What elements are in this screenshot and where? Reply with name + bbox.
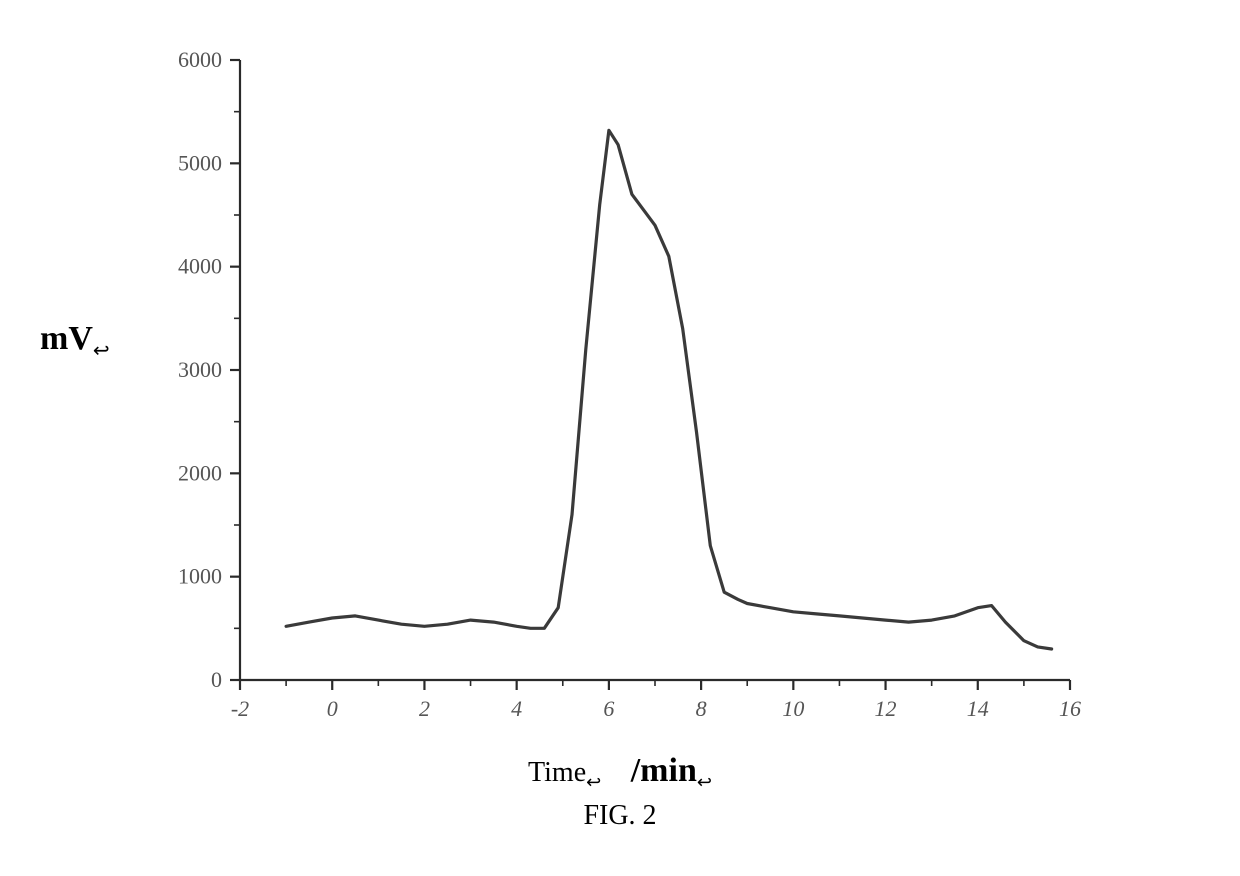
chart-container: 0 1000 2000 3000 4000 5000 6000 -2 0 2 4 6 8 10 12 14 16 <box>140 40 1100 760</box>
x-axis-label-time-suffix: ↩ <box>586 772 601 792</box>
svg-text:5000: 5000 <box>178 150 222 175</box>
x-axis-label: Time↩ /min↩ <box>0 752 1240 793</box>
svg-text:0: 0 <box>327 696 338 721</box>
figure-caption: FIG. 2 <box>0 800 1240 832</box>
x-axis-label-time: Time <box>528 757 586 788</box>
svg-text:14: 14 <box>967 696 989 721</box>
svg-text:2: 2 <box>419 696 430 721</box>
svg-text:6: 6 <box>603 696 614 721</box>
y-axis-label: mV↩ <box>40 320 110 363</box>
x-axis-label-unit: /min <box>631 752 697 789</box>
svg-text:1000: 1000 <box>178 564 222 589</box>
svg-text:12: 12 <box>875 696 897 721</box>
svg-text:10: 10 <box>782 696 804 721</box>
svg-text:8: 8 <box>696 696 707 721</box>
y-axis-label-text: mV <box>40 320 93 357</box>
svg-text:4000: 4000 <box>178 254 222 279</box>
x-axis-label-unit-suffix: ↩ <box>697 772 712 792</box>
svg-text:0: 0 <box>211 667 222 692</box>
page: mV↩ 0100020003000400050006000-2024681012… <box>0 0 1240 876</box>
chromatogram-chart: 0 1000 2000 3000 4000 5000 6000 -2 0 2 4 6 8 10 12 14 16 <box>140 40 1100 760</box>
svg-text:4: 4 <box>511 696 522 721</box>
svg-text:6000: 6000 <box>178 47 222 72</box>
svg-text:-2: -2 <box>231 696 249 721</box>
svg-text:16: 16 <box>1059 696 1081 721</box>
svg-text:3000: 3000 <box>178 357 222 382</box>
svg-text:2000: 2000 <box>178 460 222 485</box>
y-axis-label-suffix: ↩ <box>93 340 110 362</box>
